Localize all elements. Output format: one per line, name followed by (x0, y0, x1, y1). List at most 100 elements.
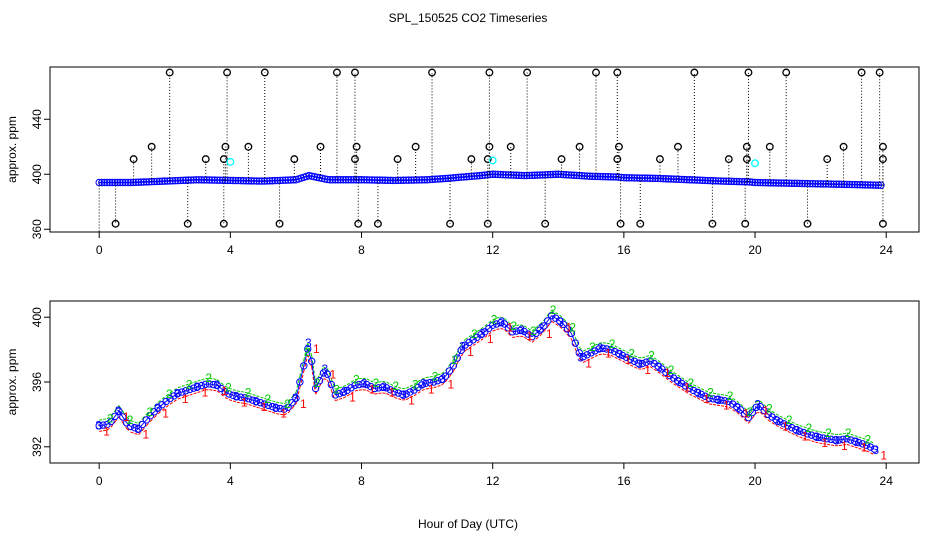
series-3-label: 3 (813, 430, 820, 444)
series-2-label: 2 (727, 389, 734, 403)
x-tick-label: 12 (486, 243, 500, 257)
series-2-label: 2 (451, 353, 458, 367)
series-2-label: 2 (628, 347, 635, 361)
series-3-label: 3 (459, 339, 466, 353)
series-1-segment (756, 412, 760, 413)
series-3-label: 3 (321, 362, 328, 376)
series-3-label: 3 (676, 375, 683, 389)
series-2-label: 2 (491, 313, 498, 327)
series-3-label: 3 (292, 391, 299, 405)
series-2-label: 2 (333, 382, 340, 396)
y-axis-label: approx. ppm (5, 116, 19, 183)
series-3-label: 3 (636, 357, 643, 371)
series-2-label: 2 (766, 402, 773, 416)
x-tick-label: 16 (617, 474, 631, 488)
series-3-label: 3 (305, 336, 312, 350)
series-1-label: 1 (300, 397, 307, 411)
series-1-label: 1 (585, 356, 592, 370)
y-tick-label: 400 (30, 164, 44, 184)
spike-low-point (468, 156, 475, 163)
series-3-label: 3 (194, 380, 201, 394)
series-1-label: 1 (467, 345, 474, 359)
series-2-label: 2 (225, 381, 232, 395)
spike-bottom-point (112, 220, 119, 227)
series-3-label: 3 (341, 385, 348, 399)
series-3-label: 3 (174, 386, 181, 400)
series-2-label: 2 (284, 397, 291, 411)
series-2-label: 2 (589, 340, 596, 354)
series-3-label: 3 (361, 377, 368, 391)
series-2-label: 2 (746, 405, 753, 419)
series-1-segment (335, 399, 339, 400)
series-1-label: 1 (546, 327, 553, 341)
series-1-label: 1 (428, 382, 435, 396)
series-3-label: 3 (233, 390, 240, 404)
series-2-label: 2 (432, 369, 439, 383)
series-2-label: 2 (510, 319, 517, 333)
series-2-label: 2 (648, 348, 655, 362)
y-tick-label: 396 (30, 372, 44, 392)
x-tick-label: 24 (880, 474, 894, 488)
series-2-label: 2 (569, 321, 576, 335)
cyan-point (752, 160, 759, 167)
series-2-label: 2 (845, 426, 852, 440)
chart-title: SPL_150525 CO2 Timeseries (389, 11, 548, 25)
series-3-label: 3 (272, 401, 279, 415)
series-1-label: 1 (103, 424, 110, 438)
series-1-segment (512, 337, 516, 338)
y-tick-label: 360 (30, 219, 44, 239)
series-2-label: 2 (186, 377, 193, 391)
series-3-label: 3 (115, 404, 122, 418)
x-tick-label: 0 (96, 243, 103, 257)
series-2-label: 2 (107, 411, 114, 425)
series-1-label: 1 (880, 449, 887, 463)
x-tick-label: 12 (486, 474, 500, 488)
series-1-label: 1 (841, 439, 848, 453)
series-3-label: 3 (440, 372, 447, 386)
x-tick-label: 4 (227, 474, 234, 488)
series-2-label: 2 (373, 376, 380, 390)
series-3-label: 3 (617, 347, 624, 361)
series-1-label: 1 (644, 363, 651, 377)
series-3-label: 3 (735, 401, 742, 415)
series-2-label: 2 (609, 337, 616, 351)
x-axis-label: Hour of Day (UTC) (418, 517, 518, 531)
spike-bottom-point (355, 220, 362, 227)
series-3-label: 3 (380, 380, 387, 394)
cyan-point (227, 159, 234, 166)
x-tick-label: 8 (358, 243, 365, 257)
series-2-label: 2 (127, 413, 134, 427)
series-2-label: 2 (166, 387, 173, 401)
series-2-label: 2 (668, 363, 675, 377)
series-1-segment (493, 330, 497, 331)
spike-mid-point (317, 143, 324, 150)
x-tick-label: 20 (748, 243, 762, 257)
series-1-label: 1 (143, 428, 150, 442)
series-3-label: 3 (400, 388, 407, 402)
series-3-label: 3 (794, 424, 801, 438)
series-3-label: 3 (420, 377, 427, 391)
series-2-label: 2 (825, 426, 832, 440)
series-3-label: 3 (853, 435, 860, 449)
plot-frame (50, 301, 919, 463)
series-3-label: 3 (213, 378, 220, 392)
x-tick-label: 0 (96, 474, 103, 488)
x-tick-label: 16 (617, 243, 631, 257)
y-axis-label: approx. ppm (5, 349, 19, 416)
x-tick-label: 20 (748, 474, 762, 488)
x-tick-label: 24 (880, 243, 894, 257)
y-tick-label: 440 (30, 109, 44, 129)
series-3-label: 3 (558, 315, 565, 329)
series-1-label: 1 (408, 394, 415, 408)
series-2-label: 2 (205, 371, 212, 385)
series-3-label: 3 (656, 360, 663, 374)
series-3-label: 3 (253, 394, 260, 408)
series-1-label: 1 (349, 390, 356, 404)
series-2-label: 2 (245, 386, 252, 400)
plot-frame (50, 67, 919, 232)
series-3-label: 3 (154, 401, 161, 415)
series-3-label: 3 (597, 341, 604, 355)
